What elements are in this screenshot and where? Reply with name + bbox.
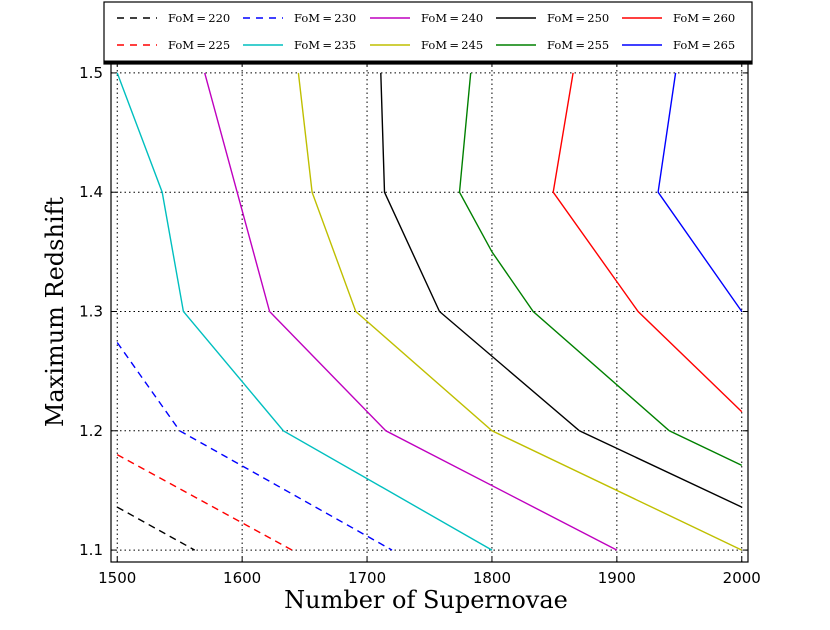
- legend-box: [103, 1, 753, 65]
- y-tick-label: 1.2: [79, 422, 103, 440]
- series-line-fom-240: [204, 72, 618, 551]
- y-tick-label: 1.3: [79, 303, 103, 321]
- legend-label-fom-220: FoM = 220: [168, 11, 230, 25]
- series-line-fom-265: [657, 72, 743, 312]
- series-line-fom-225: [116, 453, 293, 551]
- x-tick-label: 1700: [348, 569, 386, 587]
- series-lines: [116, 72, 743, 551]
- x-tick-label: 1900: [598, 569, 636, 587]
- y-tick-label: 1.4: [79, 183, 103, 201]
- y-axis-title: Maximum Redshift: [41, 196, 69, 427]
- x-tick-label: 1500: [98, 569, 136, 587]
- y-tick-label: 1.1: [79, 541, 103, 559]
- series-line-fom-250: [380, 72, 743, 508]
- legend-label-fom-240: FoM = 240: [421, 11, 483, 25]
- y-tick-label: 1.5: [79, 64, 103, 82]
- x-tick-label: 1800: [473, 569, 511, 587]
- axis-ticks: 1500 1600 1700 1800 1900 2000 1.1 1.2 1.3 1.4 1.5: [79, 61, 761, 587]
- legend: FoM = 220 FoM = 230 FoM = 240 FoM = 250 FoM …: [103, 1, 753, 65]
- series-line-fom-260: [552, 72, 743, 413]
- legend-label-fom-255: FoM = 255: [547, 38, 609, 52]
- series-line-fom-230: [116, 342, 393, 551]
- legend-label-fom-265: FoM = 265: [673, 38, 735, 52]
- x-tick-label: 2000: [723, 569, 761, 587]
- legend-label-fom-235: FoM = 235: [294, 38, 356, 52]
- series-line-fom-255: [458, 72, 743, 467]
- legend-label-fom-260: FoM = 260: [673, 11, 735, 25]
- series-line-fom-245: [297, 72, 743, 551]
- legend-label-fom-250: FoM = 250: [547, 11, 609, 25]
- series-line-fom-220: [116, 506, 196, 551]
- legend-label-fom-225: FoM = 225: [168, 38, 230, 52]
- legend-label-fom-245: FoM = 245: [421, 38, 483, 52]
- legend-label-fom-230: FoM = 230: [294, 11, 356, 25]
- series-line-fom-235: [116, 72, 493, 551]
- x-axis-title: Number of Supernovae: [284, 586, 568, 614]
- x-tick-label: 1600: [223, 569, 261, 587]
